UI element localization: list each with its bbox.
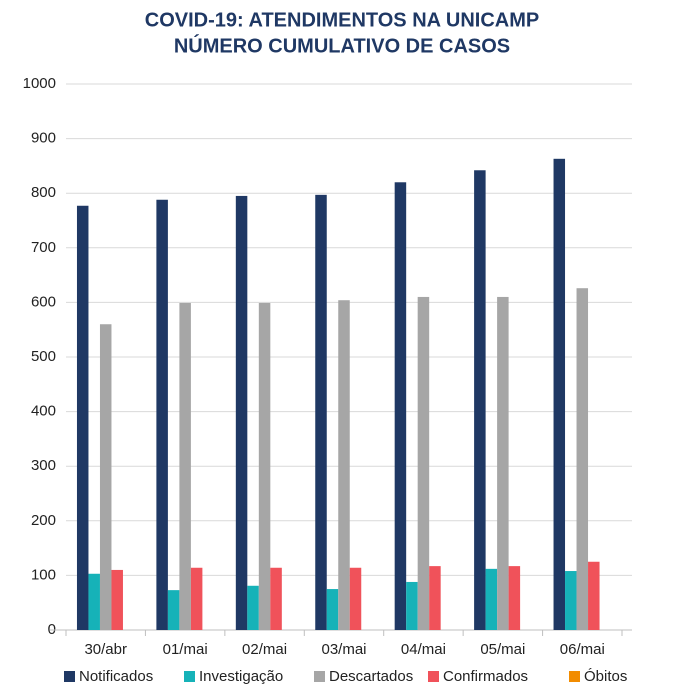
bar [565, 571, 577, 630]
legend-swatch [569, 671, 580, 682]
chart-title: COVID-19: ATENDIMENTOS NA UNICAMP [145, 9, 539, 31]
legend-swatch [428, 671, 439, 682]
chart-subtitle: NÚMERO CUMULATIVO DE CASOS [174, 33, 510, 57]
legend-label: Confirmados [443, 668, 528, 685]
x-tick-label: 01/mai [163, 641, 208, 658]
y-tick-label: 200 [31, 512, 56, 529]
bar [99, 324, 112, 630]
y-tick-label: 800 [31, 184, 56, 201]
x-tick-label: 02/mai [242, 641, 287, 658]
legend-label: Óbitos [584, 668, 627, 685]
x-tick-label: 06/mai [560, 641, 605, 658]
bar [167, 590, 180, 630]
legend-swatch [64, 671, 75, 682]
bar [406, 581, 418, 630]
y-tick-label: 900 [31, 130, 56, 147]
bar [485, 568, 498, 630]
bar [349, 567, 362, 630]
bar [553, 158, 566, 630]
bar [235, 195, 248, 630]
bar [315, 194, 327, 630]
y-tick-label: 700 [31, 239, 56, 256]
bar [111, 569, 123, 630]
x-tick-label: 03/mai [321, 641, 366, 658]
x-tick-label: 04/mai [401, 641, 446, 658]
bar [190, 567, 203, 630]
y-tick-label: 0 [48, 621, 56, 638]
bar [270, 567, 282, 630]
bar [394, 182, 407, 630]
bar [474, 170, 486, 630]
y-tick-label: 600 [31, 293, 56, 310]
bar [179, 302, 191, 630]
y-tick-label: 1000 [23, 75, 56, 92]
legend-swatch [314, 671, 325, 682]
legend-label: Descartados [329, 668, 413, 685]
bar [76, 205, 89, 630]
bar [338, 300, 350, 630]
bar [576, 288, 589, 630]
legend-swatch [184, 671, 195, 682]
bar [429, 566, 441, 630]
legend-label: Notificados [79, 668, 153, 685]
bar [588, 561, 600, 630]
bar [497, 296, 509, 630]
legend-label: Investigação [199, 668, 283, 685]
y-tick-label: 400 [31, 403, 56, 420]
x-tick-label: 30/abr [84, 641, 127, 658]
bar [88, 573, 100, 630]
y-tick-label: 300 [31, 457, 56, 474]
x-tick-label: 05/mai [480, 641, 525, 658]
bar [326, 589, 339, 630]
bar [508, 566, 521, 630]
y-tick-label: 100 [31, 566, 56, 583]
bar [417, 296, 430, 630]
bar [247, 585, 259, 630]
bar [258, 302, 271, 630]
bar [156, 199, 168, 630]
y-tick-label: 500 [31, 348, 56, 365]
